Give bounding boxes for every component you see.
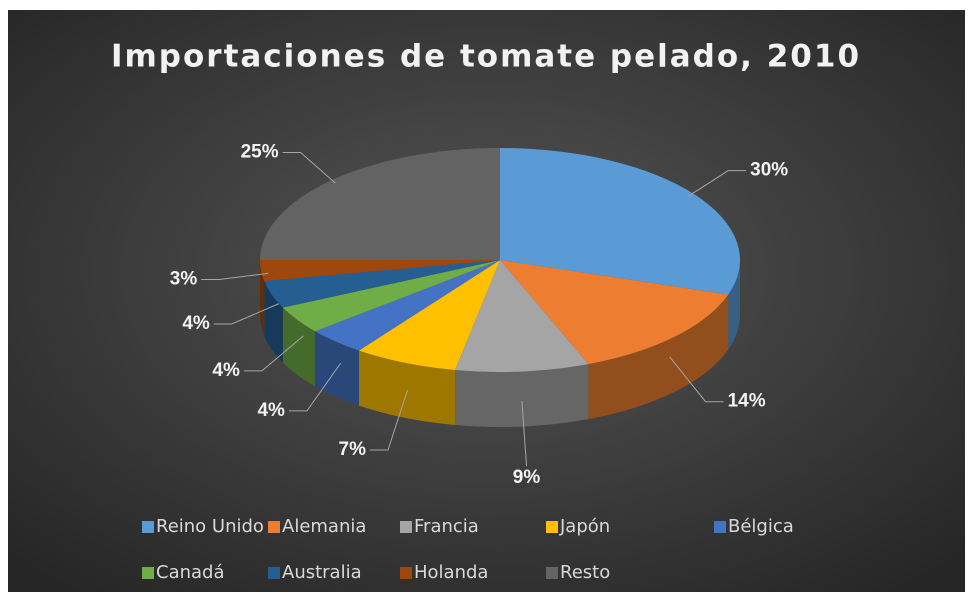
slice-side [264,280,283,363]
leader-line [213,303,279,325]
legend-label: Holanda [414,562,488,583]
legend-swatch [268,567,280,579]
legend-swatch [142,567,154,579]
legend-swatch [268,521,280,533]
leader-line [669,356,724,403]
slice [500,260,729,365]
data-label: 9% [513,467,541,488]
legend-swatch [546,521,558,533]
slice-side [728,260,740,350]
slice [315,260,500,351]
legend-label: Australia [282,562,362,583]
legend-swatch [400,521,412,533]
data-label: 30% [750,160,788,181]
legend-label: Francia [414,516,479,537]
slice [500,148,740,295]
leader-line [243,335,304,372]
data-label: 4% [212,360,240,381]
data-label: 7% [339,439,367,460]
legend-swatch [142,521,154,533]
slice-side [455,364,589,427]
slice [260,260,500,281]
slice [358,260,500,371]
leader-line [370,389,409,451]
legend-label: Resto [560,562,610,583]
leader-line [688,170,747,197]
data-label: 4% [257,400,285,421]
leader-line [288,362,342,412]
slice [264,260,500,308]
leader-line [201,272,269,280]
slice-side [282,307,316,387]
slice-side [588,294,729,420]
slice-side [260,260,265,336]
data-label: 4% [182,313,210,334]
legend-swatch [714,521,726,533]
slice [455,260,589,372]
legend-label: Bélgica [728,516,794,537]
slice [260,148,500,260]
leader-line [282,152,336,184]
legend-label: Alemania [282,516,366,537]
slice [282,260,500,332]
legend-label: Canadá [156,562,225,583]
legend-swatch [546,567,558,579]
legend-label: Reino Unido [156,516,264,537]
data-label: 25% [241,142,279,163]
chart-title: Importaciones de tomate pelado, 2010 [111,39,861,75]
legend-label: Japón [559,516,610,537]
legend-swatch [400,567,412,579]
leader-line [521,400,528,467]
slice-side [358,350,456,426]
data-label: 14% [728,391,766,412]
data-label: 3% [170,268,198,289]
